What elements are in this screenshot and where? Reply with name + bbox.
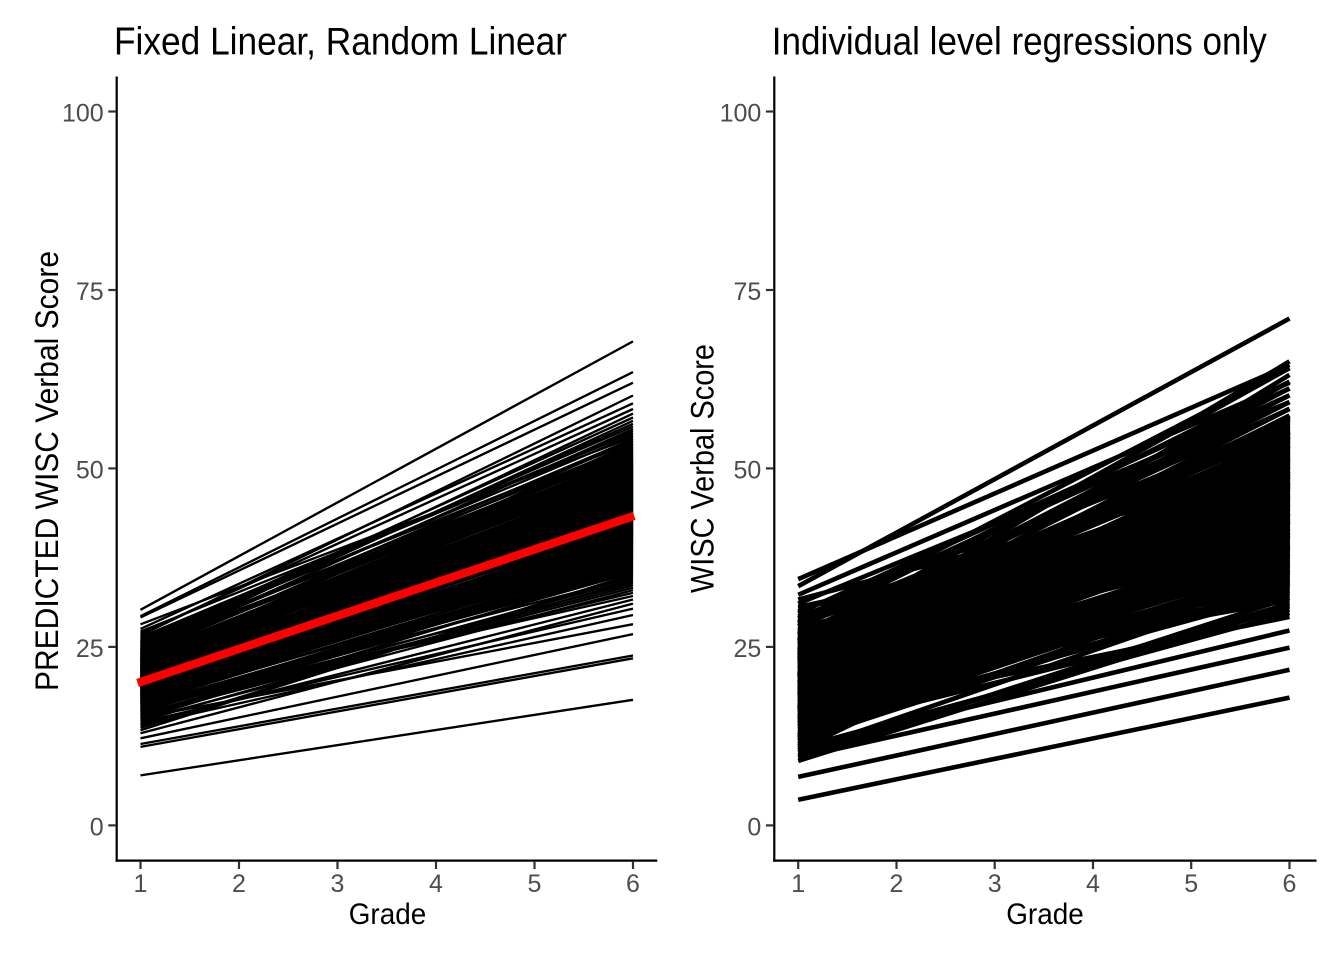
svg-text:100: 100 [720,100,762,128]
svg-text:1: 1 [134,870,148,898]
svg-text:PREDICTED WISC Verbal Score: PREDICTED WISC Verbal Score [29,251,65,691]
svg-text:50: 50 [76,456,104,484]
svg-text:4: 4 [429,870,443,898]
svg-text:Grade: Grade [1006,898,1084,931]
svg-text:6: 6 [626,870,640,898]
svg-text:25: 25 [76,635,104,663]
svg-text:1: 1 [791,870,805,898]
svg-text:6: 6 [1283,870,1297,898]
svg-text:4: 4 [1086,870,1100,898]
svg-text:3: 3 [331,870,345,898]
svg-text:Individual level regressions o: Individual level regressions only [772,21,1267,64]
svg-text:Fixed Linear, Random Linear: Fixed Linear, Random Linear [114,21,567,64]
svg-text:0: 0 [747,813,761,841]
svg-text:2: 2 [890,870,904,898]
svg-text:Grade: Grade [349,898,427,931]
svg-text:75: 75 [733,278,761,306]
svg-text:75: 75 [76,278,104,306]
svg-text:5: 5 [528,870,542,898]
svg-text:WISC Verbal Score: WISC Verbal Score [685,344,721,593]
svg-text:5: 5 [1184,870,1198,898]
svg-text:0: 0 [90,813,104,841]
svg-text:100: 100 [62,100,104,128]
svg-text:2: 2 [232,870,246,898]
svg-text:3: 3 [988,870,1002,898]
svg-text:50: 50 [733,456,761,484]
svg-text:25: 25 [733,635,761,663]
